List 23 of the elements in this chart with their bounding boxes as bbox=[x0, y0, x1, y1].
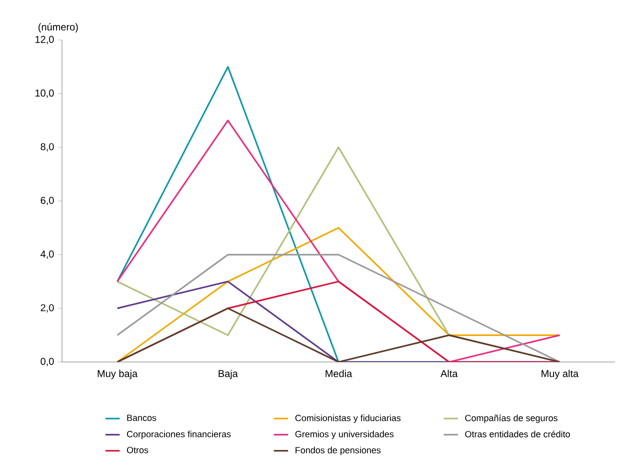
y-axis-title: (número) bbox=[38, 23, 78, 32]
x-tick-label: Alta bbox=[440, 370, 458, 378]
legend-label: Otros bbox=[126, 446, 148, 454]
legend-label: Fondos de pensiones bbox=[296, 446, 381, 456]
y-tick-label: 8,0 bbox=[40, 143, 54, 152]
y-tick-label: 2,0 bbox=[40, 304, 54, 312]
y-tick-label: 4,0 bbox=[40, 250, 54, 259]
x-tick-label: Muy baja bbox=[98, 370, 138, 380]
x-tick-label: Baja bbox=[218, 370, 238, 380]
y-tick-label: 12,0 bbox=[36, 36, 54, 44]
legend-label: Corporaciones financieras bbox=[126, 430, 231, 440]
legend-label: Gremios y universidades bbox=[295, 430, 394, 440]
y-tick-label: 6,0 bbox=[40, 196, 54, 206]
legend-label: Compañías de seguros bbox=[465, 414, 558, 423]
y-tick-label: 0,0 bbox=[40, 358, 54, 366]
x-tick-label: Muy alta bbox=[542, 370, 579, 380]
legend-label: Bancos bbox=[127, 414, 156, 421]
x-tick-label: Media bbox=[326, 370, 352, 378]
line-series bbox=[116, 254, 560, 362]
y-tick-label: 10,0 bbox=[36, 90, 54, 98]
legend-label: Comisionistas y fiduciarias bbox=[295, 414, 401, 423]
line-series bbox=[116, 227, 560, 362]
legend-label: Otras entidades de crédito bbox=[465, 430, 570, 438]
